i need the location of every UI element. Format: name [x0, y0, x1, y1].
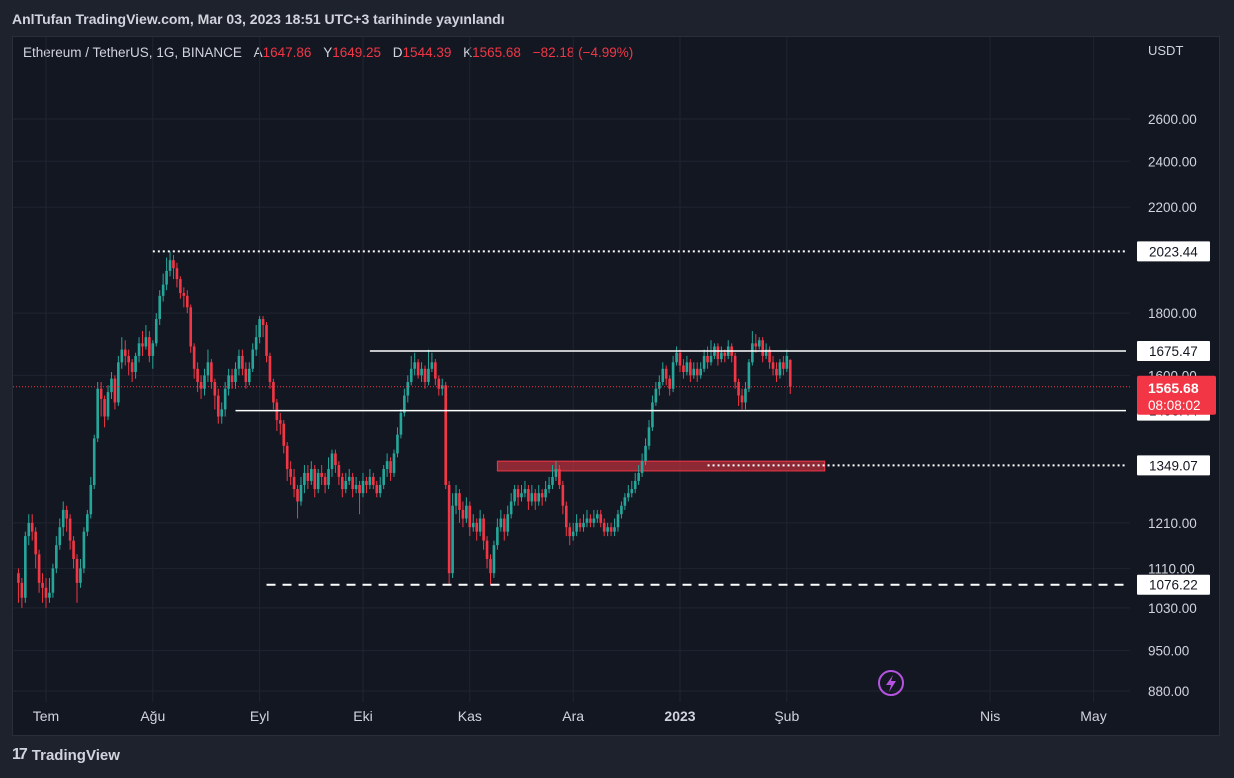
currency-unit[interactable]: USDT	[1148, 43, 1184, 58]
change-value: −82.18 (−4.99%)	[532, 45, 634, 60]
open-value: 1647.86	[262, 45, 312, 60]
tradingview-footer[interactable]: 17 TradingView	[12, 746, 120, 764]
tradingview-logo-icon: 17	[12, 746, 28, 763]
symbol-legend: Ethereum / TetherUS, 1G, BINANCE A1647.8…	[23, 45, 633, 60]
close-label: K	[463, 45, 473, 60]
brand-name: TradingView	[31, 746, 120, 764]
chart-pane[interactable]	[12, 36, 1220, 736]
open-label: A	[253, 45, 263, 60]
high-value: 1649.25	[332, 45, 382, 60]
high-label: Y	[323, 45, 333, 60]
low-label: D	[392, 45, 403, 60]
close-value: 1565.68	[472, 45, 521, 60]
low-value: 1544.39	[402, 45, 452, 60]
publish-info: AnlTufan TradingView.com, Mar 03, 2023 1…	[12, 11, 505, 27]
symbol-name[interactable]: Ethereum / TetherUS, 1G, BINANCE	[23, 45, 242, 60]
